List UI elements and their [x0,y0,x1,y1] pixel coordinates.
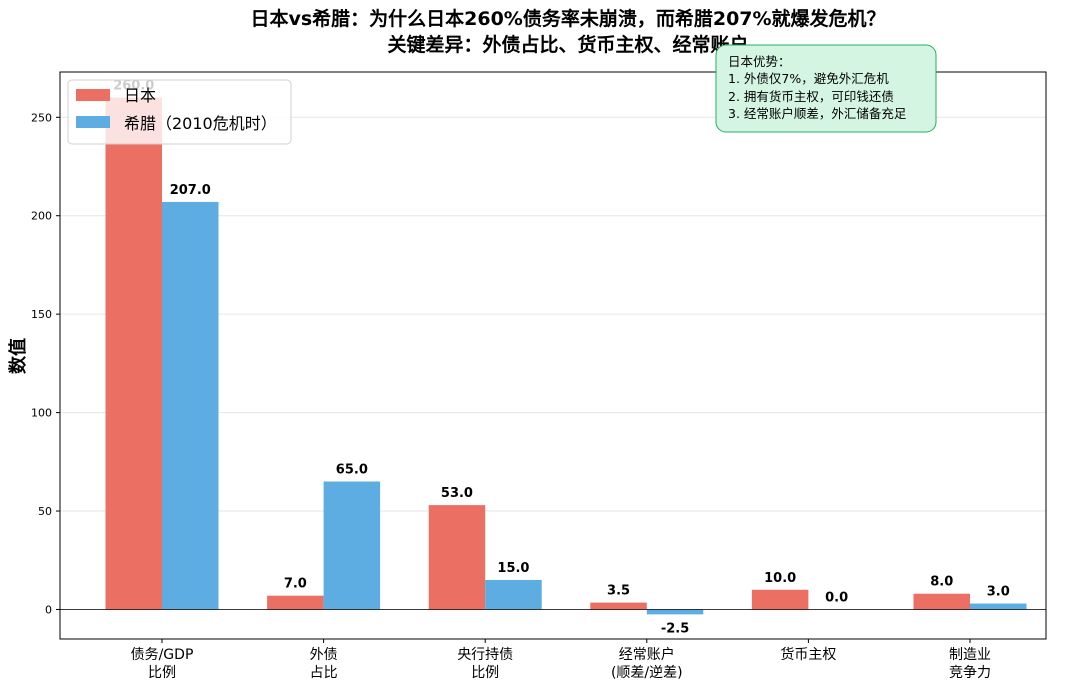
bar-greece [970,603,1027,610]
x-category-label: 制造业 [949,647,991,663]
x-category-label: 占比 [310,665,338,681]
y-tick-label: 200 [31,210,52,223]
legend-label-japan: 日本 [124,86,156,105]
bar-japan [590,602,647,610]
data-label: 0.0 [825,590,848,605]
bar-greece [485,579,542,610]
bar-japan [105,97,162,610]
y-tick-label: 50 [38,505,52,518]
bar-japan [913,593,970,610]
data-label: 15.0 [497,561,529,576]
x-category-label: 比例 [471,665,499,681]
x-category-label: 央行持债 [457,647,513,663]
annotation-background [715,44,937,133]
chart-subtitle: 关键差异：外债占比、货币主权、经常账户 [387,33,748,56]
bar-japan [428,505,486,610]
legend-label-greece: 希腊（2010危机时） [124,114,277,133]
data-label: 3.5 [607,584,630,599]
data-label: -2.5 [661,621,689,636]
data-labels: 260.0207.07.065.053.015.03.5-2.510.00.08… [113,79,1010,637]
y-tick-label: 150 [31,308,52,321]
legend-swatch-japan [76,89,110,101]
legend: 日本 希腊（2010危机时） [67,79,292,145]
x-category-label: 货币主权 [780,646,836,663]
y-axis-ticks: 0 50 100 150 200 250 [31,111,971,643]
annotation-line-2: 1. 外债仅7%，避免外汇危机 [728,71,889,86]
x-category-label: 比例 [148,665,176,681]
x-category-label: 经常账户 [619,646,675,663]
x-category-label: 竞争力 [949,664,991,681]
data-label: 65.0 [336,463,368,478]
bars [105,97,1027,615]
data-label: 8.0 [930,575,953,590]
bar-greece [323,481,381,610]
x-category-label: 外债 [310,647,338,663]
data-label: 7.0 [284,577,307,592]
plot-frame [59,71,1047,640]
y-tick-label: 250 [31,111,52,124]
annotation-line-4: 3. 经常账户顺差，外汇储备充足 [728,106,907,121]
x-category-label: 债务/GDP [131,647,194,663]
bar-greece [646,609,704,615]
data-label: 10.0 [764,571,796,586]
annotation-line-3: 2. 拥有货币主权，可印钱还债 [728,89,894,104]
annotation-box: 日本优势： 1. 外债仅7%，避免外汇危机 2. 拥有货币主权，可印钱还债 3.… [715,44,937,133]
annotation-line-1: 日本优势： [728,54,791,69]
y-tick-label: 100 [31,407,52,420]
data-label: 3.0 [987,585,1010,600]
bar-japan [751,589,809,610]
chart-title: 日本vs希腊：为什么日本260%债务率未崩溃，而希腊207%就爆发危机？ [250,7,885,30]
bar-greece [162,201,219,610]
y-tick-label: 0 [45,603,52,616]
y-axis-label: 数值 [7,338,29,374]
bar-japan [267,595,324,610]
legend-swatch-greece [76,116,110,128]
data-label: 53.0 [441,486,473,501]
x-category-label: (顺差/逆差) [611,665,683,681]
legend-box [67,79,292,145]
data-label: 207.0 [170,183,211,198]
